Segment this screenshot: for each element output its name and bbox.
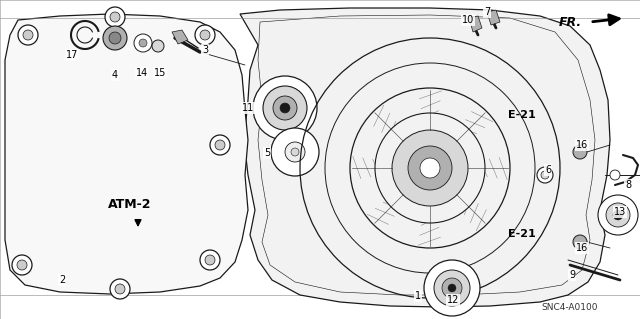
Circle shape	[598, 195, 638, 235]
FancyArrowPatch shape	[593, 15, 619, 25]
Circle shape	[17, 260, 27, 270]
Text: 9: 9	[569, 270, 575, 280]
Polygon shape	[469, 16, 482, 32]
Circle shape	[434, 270, 470, 306]
Circle shape	[420, 158, 440, 178]
Circle shape	[109, 32, 121, 44]
Circle shape	[103, 26, 127, 50]
Circle shape	[271, 128, 319, 176]
Circle shape	[573, 235, 587, 249]
Circle shape	[134, 34, 152, 52]
Circle shape	[541, 171, 549, 179]
Circle shape	[195, 25, 215, 45]
Circle shape	[606, 203, 630, 227]
Text: ATM-2: ATM-2	[108, 198, 152, 211]
Polygon shape	[487, 10, 500, 25]
Text: E-21: E-21	[508, 229, 535, 240]
Text: 2: 2	[59, 275, 65, 285]
Circle shape	[613, 210, 623, 220]
Text: 4: 4	[112, 70, 118, 80]
Circle shape	[537, 167, 553, 183]
Text: E-21: E-21	[508, 110, 535, 120]
Text: 15: 15	[154, 68, 166, 78]
Circle shape	[408, 146, 452, 190]
Text: 16: 16	[576, 140, 588, 150]
Circle shape	[110, 12, 120, 22]
Text: 17: 17	[66, 50, 78, 60]
Circle shape	[263, 86, 307, 130]
Circle shape	[442, 278, 462, 298]
Circle shape	[273, 96, 297, 120]
Circle shape	[215, 140, 225, 150]
Text: 6: 6	[545, 165, 551, 175]
Text: 13: 13	[614, 207, 626, 217]
Circle shape	[152, 40, 164, 52]
Text: 16: 16	[576, 243, 588, 253]
Text: 1: 1	[415, 291, 421, 301]
Text: SNC4-A0100: SNC4-A0100	[541, 303, 598, 313]
Circle shape	[115, 284, 125, 294]
Circle shape	[253, 76, 317, 140]
Circle shape	[139, 39, 147, 47]
Text: FR.: FR.	[559, 16, 582, 28]
Circle shape	[285, 142, 305, 162]
Circle shape	[200, 250, 220, 270]
Text: 7: 7	[484, 7, 490, 17]
Circle shape	[110, 279, 130, 299]
Text: 10: 10	[462, 15, 474, 25]
Circle shape	[205, 255, 215, 265]
Circle shape	[210, 135, 230, 155]
Circle shape	[573, 145, 587, 159]
Circle shape	[23, 30, 33, 40]
Circle shape	[375, 113, 485, 223]
Circle shape	[424, 260, 480, 316]
Text: 12: 12	[447, 295, 459, 305]
Text: 5: 5	[264, 148, 270, 158]
Circle shape	[392, 130, 468, 206]
Circle shape	[12, 255, 32, 275]
Text: 11: 11	[242, 103, 254, 113]
Circle shape	[291, 148, 299, 156]
Circle shape	[18, 25, 38, 45]
Circle shape	[448, 284, 456, 292]
Polygon shape	[240, 8, 610, 307]
Text: 8: 8	[625, 180, 631, 190]
Text: 3: 3	[202, 45, 208, 55]
Polygon shape	[5, 14, 248, 294]
Polygon shape	[172, 30, 188, 44]
Text: 14: 14	[136, 68, 148, 78]
Circle shape	[105, 7, 125, 27]
Circle shape	[280, 103, 290, 113]
Circle shape	[200, 30, 210, 40]
Circle shape	[610, 170, 620, 180]
